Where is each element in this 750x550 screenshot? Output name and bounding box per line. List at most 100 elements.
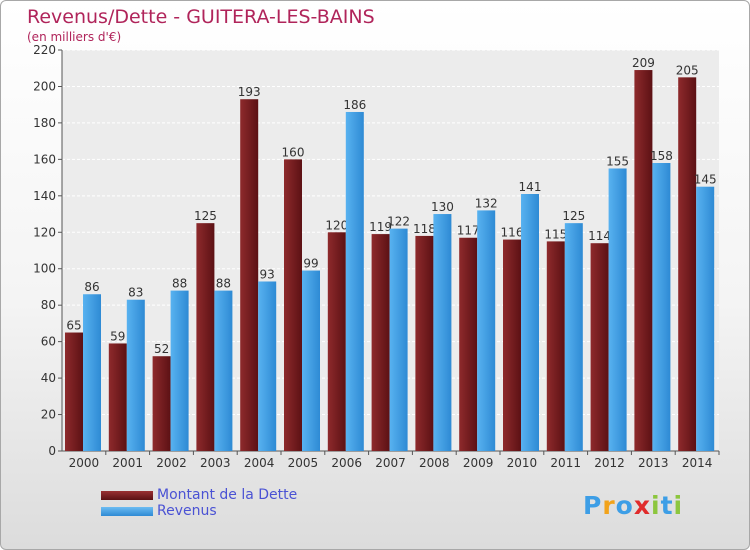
y-tick-label: 160	[33, 152, 56, 166]
x-tick-label: 2010	[507, 456, 538, 470]
logo-letter: o	[615, 491, 634, 520]
bar-dette	[196, 223, 215, 451]
legend-item-dette: Montant de la Dette	[101, 487, 297, 503]
x-tick-label: 2009	[463, 456, 494, 470]
y-tick-label: 80	[41, 298, 56, 312]
data-label-dette: 209	[632, 56, 655, 70]
data-label-dette: 115	[544, 227, 567, 241]
bar-dette	[284, 159, 302, 451]
data-label-dette: 193	[238, 85, 261, 99]
bar-dette	[459, 237, 478, 451]
x-tick-label: 2011	[550, 456, 581, 470]
logo-letter: i	[651, 491, 661, 520]
x-tick-label: 2012	[594, 456, 625, 470]
legend-item-revenus: Revenus	[101, 503, 297, 519]
x-tick-label: 2003	[200, 456, 231, 470]
x-tick-label: 2004	[244, 456, 275, 470]
bar-dette	[503, 239, 521, 451]
data-label-revenus: 141	[519, 180, 542, 194]
logo-letter: t	[660, 491, 674, 520]
data-label-dette: 125	[194, 209, 217, 223]
data-label-dette: 118	[413, 222, 436, 236]
chart-title: Revenus/Dette - GUITERA-LES-BAINS	[27, 6, 375, 28]
bar-dette	[546, 241, 565, 451]
bar-dette	[634, 70, 653, 452]
x-tick-label: 2007	[375, 456, 406, 470]
data-label-revenus: 158	[650, 149, 673, 163]
data-label-dette: 119	[369, 220, 392, 234]
bar-dette	[371, 234, 390, 451]
data-label-revenus: 145	[694, 173, 717, 187]
bar-revenus	[521, 193, 539, 451]
y-tick-label: 200	[33, 79, 56, 93]
bar-revenus	[696, 186, 715, 452]
y-tick-label: 60	[41, 335, 56, 349]
data-label-dette: 116	[501, 226, 524, 240]
bar-revenus	[608, 168, 627, 451]
x-tick-label: 2013	[638, 456, 669, 470]
data-label-revenus: 99	[303, 257, 318, 271]
legend-swatch-dette	[101, 490, 153, 500]
legend-swatch-revenus	[101, 506, 153, 516]
y-tick-label: 100	[33, 262, 56, 276]
logo-letter: i	[673, 491, 684, 520]
x-tick-label: 2000	[69, 456, 100, 470]
bar-dette	[108, 343, 127, 451]
x-tick-label: 2001	[112, 456, 143, 470]
data-label-revenus: 155	[606, 154, 629, 168]
y-tick-label: 40	[41, 371, 56, 385]
bar-dette	[240, 99, 259, 452]
data-label-revenus: 86	[84, 280, 99, 294]
data-label-revenus: 132	[475, 196, 498, 210]
logo-letter: x	[633, 491, 651, 520]
data-label-revenus: 83	[128, 286, 143, 300]
x-tick-label: 2005	[288, 456, 319, 470]
data-label-dette: 59	[110, 329, 125, 343]
legend-label-dette: Montant de la Dette	[157, 487, 298, 503]
y-tick-label: 220	[33, 43, 56, 57]
y-tick-label: 20	[41, 408, 56, 422]
legend: Montant de la Dette Revenus	[101, 487, 297, 519]
data-label-revenus: 88	[216, 277, 231, 291]
y-tick-label: 180	[33, 116, 56, 130]
y-tick-label: 120	[33, 225, 56, 239]
bar-revenus	[302, 270, 320, 451]
data-label-revenus: 186	[343, 98, 366, 112]
bar-revenus	[126, 299, 145, 451]
data-label-dette: 114	[588, 229, 611, 243]
bar-revenus	[564, 223, 583, 451]
bar-dette	[415, 235, 434, 451]
bar-revenus	[433, 214, 452, 451]
bar-revenus	[83, 294, 101, 451]
data-label-revenus: 88	[172, 277, 187, 291]
data-label-revenus: 130	[431, 200, 454, 214]
y-tick-label: 0	[48, 444, 56, 458]
bar-dette	[327, 232, 346, 451]
bar-revenus	[258, 281, 277, 451]
bar-dette	[590, 243, 609, 451]
bar-dette	[678, 77, 697, 451]
data-label-dette: 52	[154, 342, 169, 356]
data-label-revenus: 122	[387, 215, 410, 229]
data-label-revenus: 93	[260, 267, 275, 281]
y-tick-label: 140	[33, 189, 56, 203]
bar-dette	[65, 332, 83, 451]
bar-revenus	[652, 163, 671, 451]
bar-revenus	[477, 210, 496, 451]
bar-revenus	[170, 290, 189, 451]
logo-letter: P	[583, 491, 603, 520]
x-tick-label: 2008	[419, 456, 450, 470]
data-label-dette: 65	[66, 319, 81, 333]
x-tick-label: 2014	[682, 456, 713, 470]
bar-dette	[152, 356, 171, 451]
chart-subtitle: (en milliers d'€)	[27, 30, 122, 44]
legend-label-revenus: Revenus	[157, 503, 217, 519]
bar-revenus	[389, 228, 408, 451]
data-label-dette: 120	[325, 218, 348, 232]
data-label-dette: 160	[282, 145, 305, 159]
proxiti-logo: Proxiti	[583, 491, 683, 520]
data-label-dette: 205	[676, 63, 699, 77]
x-tick-label: 2006	[331, 456, 362, 470]
bar-revenus	[214, 290, 233, 451]
